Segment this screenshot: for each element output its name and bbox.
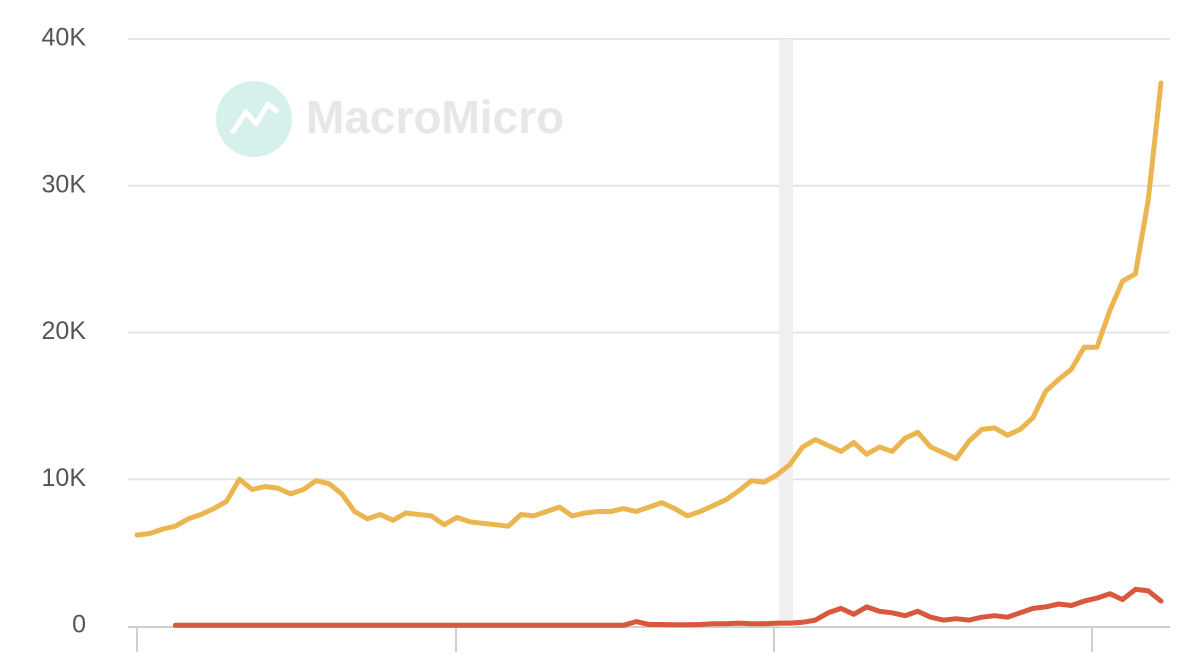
y-tick-label: 10K xyxy=(42,464,87,492)
watermark-text: MacroMicro xyxy=(306,91,564,143)
y-tick-label: 30K xyxy=(42,170,87,198)
y-tick-label: 0 xyxy=(72,611,86,639)
series-line xyxy=(172,586,1164,628)
highlight-band xyxy=(779,39,793,627)
y-tick-label: 40K xyxy=(42,24,87,52)
y-tick-label: 20K xyxy=(42,317,87,345)
watermark-logo: MacroMicro xyxy=(216,81,564,157)
series-line xyxy=(134,80,1164,538)
x-axis-ticks xyxy=(136,627,1093,652)
